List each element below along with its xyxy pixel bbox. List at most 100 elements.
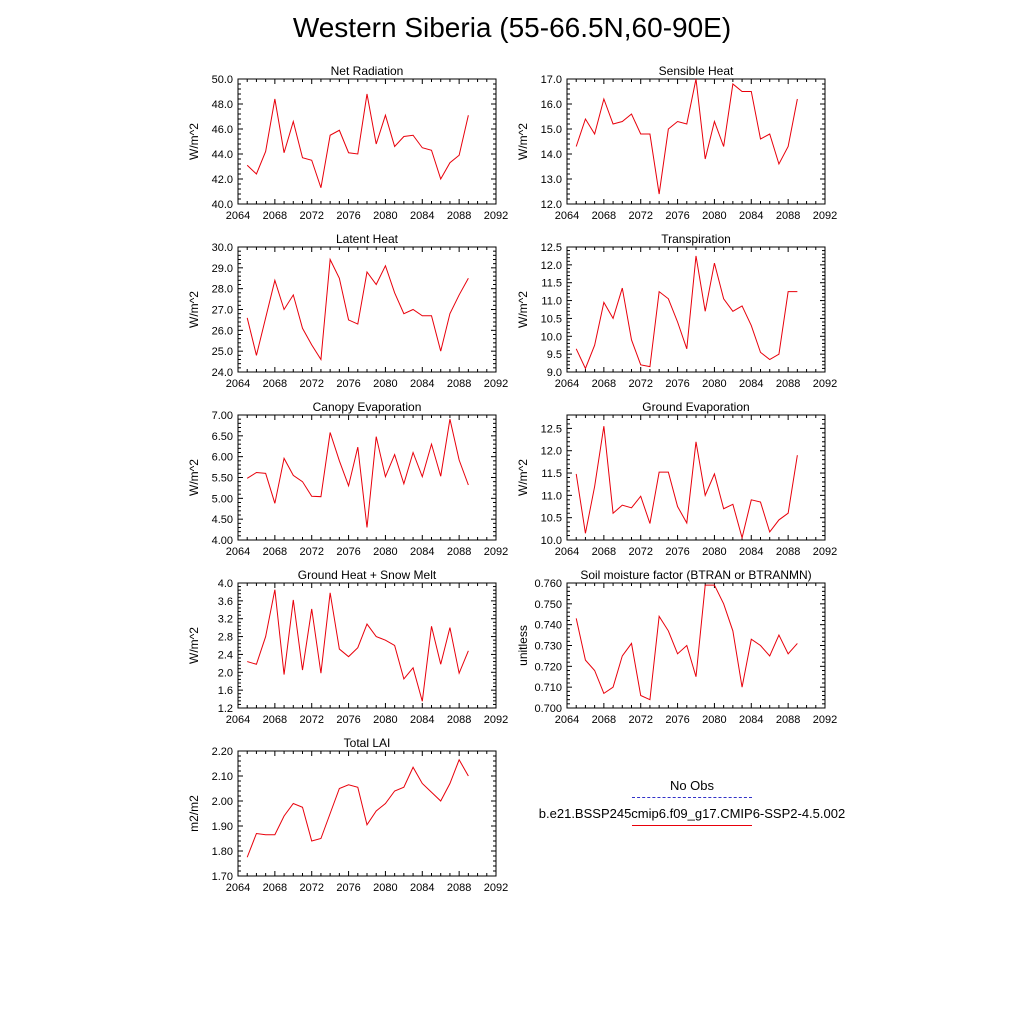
chart-title: Sensible Heat: [659, 64, 734, 78]
x-tick-label: 2080: [373, 378, 397, 390]
y-axis-label: W/m^2: [516, 459, 530, 496]
legend-model-swatch: [632, 825, 752, 826]
y-tick-label: 10.0: [541, 535, 562, 547]
y-tick-label: 12.0: [541, 260, 562, 272]
y-axis-label: W/m^2: [187, 459, 201, 496]
y-tick-label: 0.700: [534, 703, 562, 715]
page-title: Western Siberia (55-66.5N,60-90E): [292, 12, 732, 43]
x-tick-label: 2072: [628, 378, 652, 390]
x-tick-label: 2080: [373, 714, 397, 726]
x-tick-label: 2076: [665, 378, 689, 390]
x-tick-label: 2072: [628, 546, 652, 558]
x-tick-label: 2092: [484, 210, 508, 222]
x-tick-label: 2072: [299, 714, 323, 726]
x-tick-label: 2084: [739, 714, 763, 726]
x-tick-label: 2068: [592, 714, 616, 726]
chart-title: Ground Evaporation: [642, 400, 749, 414]
x-tick-label: 2092: [813, 546, 837, 558]
x-tick-label: 2088: [447, 546, 471, 558]
y-tick-label: 10.5: [541, 313, 562, 325]
y-tick-label: 11.0: [541, 490, 562, 502]
x-tick-label: 2064: [555, 378, 579, 390]
y-tick-label: 1.70: [212, 871, 233, 883]
x-tick-label: 2068: [263, 546, 287, 558]
chart-ground-evaporation: Ground Evaporation W/m^2 2064 2068 2072 2076 2…: [516, 400, 837, 558]
x-tick-label: 2068: [263, 378, 287, 390]
series-line: [575, 426, 798, 540]
y-tick-label: 12.0: [541, 199, 562, 211]
x-tick-label: 2076: [336, 546, 360, 558]
chart-title: Soil moisture factor (BTRAN or BTRANMN): [580, 568, 811, 582]
plot-frame: [566, 582, 826, 709]
y-tick-label: 17.0: [541, 74, 562, 86]
x-tick-label: 2064: [226, 546, 250, 558]
y-axis-label: W/m^2: [516, 291, 530, 328]
x-tick-label: 2088: [447, 378, 471, 390]
y-axis-label: W/m^2: [187, 291, 201, 328]
x-tick-label: 2084: [739, 546, 763, 558]
x-tick-label: 2088: [447, 714, 471, 726]
x-tick-label: 2076: [336, 210, 360, 222]
x-tick-label: 2088: [776, 546, 800, 558]
plot-frame: [237, 246, 497, 373]
x-tick-label: 2084: [739, 210, 763, 222]
y-tick-label: 25.0: [212, 346, 233, 358]
x-tick-label: 2068: [263, 882, 287, 894]
chart-total-lai: Total LAI m2/m2 2064 2068 2072 2076 2080 2084 20…: [187, 736, 508, 894]
y-tick-label: 40.0: [212, 199, 233, 211]
y-tick-label: 11.5: [541, 468, 562, 480]
y-axis-label: W/m^2: [516, 123, 530, 160]
x-tick-label: 2072: [299, 546, 323, 558]
y-tick-label: 0.720: [534, 661, 562, 673]
y-axis-label: W/m^2: [187, 123, 201, 160]
y-tick-label: 6.00: [212, 452, 233, 464]
x-tick-label: 2064: [555, 210, 579, 222]
y-tick-label: 27.0: [212, 305, 233, 317]
x-tick-label: 2080: [702, 378, 726, 390]
y-axis-label: W/m^2: [187, 627, 201, 664]
x-tick-label: 2064: [555, 714, 579, 726]
y-tick-label: 1.90: [212, 821, 233, 833]
x-tick-label: 2064: [226, 714, 250, 726]
x-tick-label: 2084: [410, 378, 434, 390]
y-tick-label: 4.00: [212, 535, 233, 547]
y-tick-label: 9.5: [547, 349, 562, 361]
plot-frame: [237, 78, 497, 205]
y-tick-label: 2.00: [212, 796, 233, 808]
x-tick-label: 2072: [299, 378, 323, 390]
x-tick-label: 2072: [299, 882, 323, 894]
x-tick-label: 2092: [813, 378, 837, 390]
y-tick-label: 3.6: [218, 596, 233, 608]
y-tick-label: 2.4: [218, 649, 233, 661]
x-tick-label: 2064: [226, 210, 250, 222]
x-tick-label: 2084: [410, 882, 434, 894]
y-tick-label: 12.0: [541, 446, 562, 458]
x-tick-label: 2088: [776, 714, 800, 726]
plot-frame: [566, 414, 826, 541]
chart-title: Ground Heat + Snow Melt: [298, 568, 437, 582]
x-tick-label: 2076: [665, 714, 689, 726]
x-tick-label: 2068: [592, 546, 616, 558]
x-tick-label: 2076: [665, 210, 689, 222]
series-line: [575, 255, 798, 370]
x-tick-label: 2068: [263, 714, 287, 726]
x-tick-label: 2064: [226, 882, 250, 894]
x-tick-label: 2092: [813, 210, 837, 222]
y-tick-label: 3.2: [218, 614, 233, 626]
y-tick-label: 46.0: [212, 124, 233, 136]
y-axis-label: m2/m2: [187, 795, 201, 832]
y-tick-label: 7.00: [212, 410, 233, 422]
series-line: [246, 419, 469, 528]
chart-ground-heat-snow-melt: Ground Heat + Snow Melt W/m^2 2064 2068 2072…: [187, 568, 508, 726]
x-tick-label: 2080: [702, 210, 726, 222]
y-tick-label: 11.0: [541, 296, 562, 308]
x-tick-label: 2080: [702, 714, 726, 726]
chart-title: Transpiration: [661, 232, 731, 246]
x-tick-label: 2092: [813, 714, 837, 726]
x-tick-label: 2064: [226, 378, 250, 390]
x-tick-label: 2076: [336, 882, 360, 894]
y-tick-label: 4.50: [212, 514, 233, 526]
plot-frame: [237, 750, 497, 877]
plot-frame: [566, 78, 826, 205]
x-tick-label: 2068: [592, 210, 616, 222]
